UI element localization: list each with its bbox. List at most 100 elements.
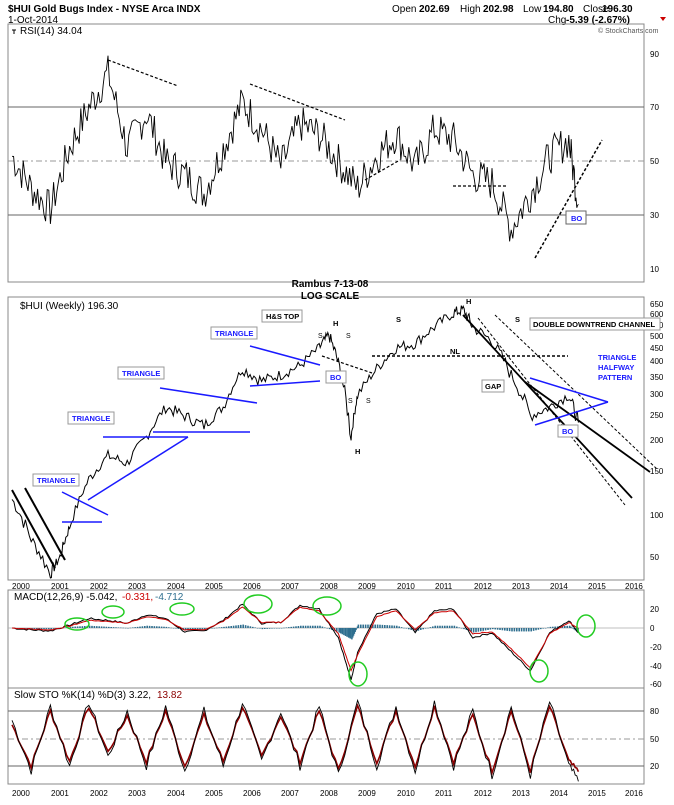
price-panel-frame — [8, 297, 644, 580]
annotation-triangle: TRIANGLE — [37, 476, 75, 485]
macd-histogram-bar — [118, 627, 120, 628]
macd-histogram-bar — [115, 627, 117, 628]
annotation-triangle-halfway: HALFWAY — [598, 363, 634, 372]
macd-histogram-bar — [134, 627, 136, 628]
annotation-double-downtrend: DOUBLE DOWNTREND CHANNEL — [533, 320, 655, 329]
rsi-line — [12, 56, 578, 242]
annotation-bo: BO — [330, 373, 341, 382]
macd-histogram-bar — [326, 628, 328, 629]
rsi-series — [12, 56, 578, 242]
macd-histogram-bar — [401, 627, 403, 628]
macd-histogram-bar — [43, 628, 45, 629]
macd-histogram-bar — [338, 628, 340, 633]
macd-histogram-bar — [542, 628, 544, 629]
macd-histogram-bar — [300, 626, 302, 628]
macd-histogram-bar — [312, 626, 314, 628]
macd-histogram-bar — [228, 626, 230, 628]
macd-histogram-bar — [528, 628, 530, 631]
macd-histogram-bar — [254, 627, 256, 628]
macd-histogram-bar — [319, 626, 321, 628]
low-value: 194.80 — [543, 4, 574, 15]
macd-histogram-bar — [458, 627, 460, 628]
annotation-s: S — [515, 315, 520, 324]
macd-histogram-bar — [535, 628, 537, 630]
annotation-hs-top: H&S TOP — [266, 312, 299, 321]
year-tick: 2003 — [128, 789, 146, 798]
year-tick: 2014 — [550, 582, 568, 591]
macd-histogram-bar — [408, 628, 410, 629]
macd-highlight-ellipse — [102, 606, 124, 618]
triangle-line — [88, 437, 188, 500]
macd-histogram-bar — [50, 628, 52, 629]
x-axis-bottom: 2000 2001 2002 2003 2004 2005 2006 2007 … — [12, 789, 643, 798]
annotation-triangle-halfway: TRIANGLE — [598, 353, 636, 362]
macd-histogram-bar — [382, 625, 384, 628]
macd-series — [12, 604, 579, 680]
macd-histogram-bar — [348, 628, 350, 638]
macd-histogram-bar — [278, 628, 280, 629]
chart-title-line1: Rambus 7-13-08 — [292, 279, 369, 290]
year-tick: 2000 — [12, 582, 30, 591]
annotation-gap: GAP — [485, 382, 501, 391]
macd-histogram-bar — [79, 626, 81, 628]
macd-histogram-bar — [264, 628, 266, 629]
macd-histogram-bar — [98, 626, 100, 628]
macd-histogram-bar — [386, 625, 388, 628]
macd-histogram-bar — [106, 627, 108, 628]
macd-histogram-bar — [211, 628, 213, 629]
macd-histogram-bar — [360, 625, 362, 628]
macd-signal-label: -0.331, — [122, 592, 153, 603]
macd-histogram-bar — [216, 628, 218, 629]
annotation-triangle: TRIANGLE — [122, 369, 160, 378]
macd-hist-label: -4.712 — [155, 592, 184, 603]
macd-histogram-bar — [46, 628, 48, 629]
macd-histogram-bar — [74, 627, 76, 628]
annotation-h: H — [333, 319, 338, 328]
macd-histogram-bar — [538, 628, 540, 630]
high-value: 202.98 — [483, 4, 514, 15]
macd-histogram-bar — [463, 628, 465, 629]
macd-highlight-ellipse — [577, 615, 595, 637]
year-tick: 2008 — [320, 789, 338, 798]
rsi-trendline — [108, 60, 178, 86]
year-tick: 2005 — [205, 789, 223, 798]
annotation-s: S — [318, 333, 323, 340]
price-tick: 150 — [650, 467, 664, 476]
macd-histogram-bar — [506, 628, 508, 631]
macd-histogram-bar — [451, 626, 453, 628]
macd-histogram-bar — [490, 628, 492, 630]
year-tick: 2001 — [51, 582, 69, 591]
macd-histogram-bar — [461, 628, 463, 629]
macd-histogram-bar — [329, 628, 331, 629]
macd-tick: -20 — [650, 643, 662, 652]
macd-histogram-bar — [214, 628, 216, 629]
macd-histogram-bar — [238, 625, 240, 628]
macd-histogram-bar — [540, 628, 542, 629]
macd-histogram-bar — [314, 626, 316, 628]
macd-histogram-bar — [156, 626, 158, 628]
macd-tick: -40 — [650, 662, 662, 671]
macd-histogram-bar — [170, 628, 172, 629]
macd-histogram-bar — [94, 626, 96, 628]
price-trendlines — [12, 315, 658, 568]
macd-histogram-bar — [502, 628, 504, 630]
macd-histogram-bar — [547, 627, 549, 628]
macd-histogram-bar — [398, 626, 400, 628]
price-tick: 250 — [650, 411, 664, 420]
year-tick: 2009 — [358, 582, 376, 591]
macd-histogram-bar — [511, 628, 513, 631]
macd-histogram-bar — [288, 627, 290, 628]
macd-tick: 20 — [650, 605, 659, 614]
annotation-s: S — [348, 398, 353, 405]
macd-histogram-bar — [137, 627, 139, 628]
macd-histogram-bar — [449, 626, 451, 628]
macd-histogram-bar — [161, 627, 163, 628]
year-tick: 2011 — [435, 582, 453, 591]
macd-histogram-bar — [509, 628, 511, 631]
year-tick: 2014 — [550, 789, 568, 798]
price-tick: 300 — [650, 390, 664, 399]
macd-histogram-bar — [322, 627, 324, 628]
macd-histogram-bar — [533, 628, 535, 631]
annotation-s: S — [346, 333, 351, 340]
macd-histogram-bar — [257, 628, 259, 629]
